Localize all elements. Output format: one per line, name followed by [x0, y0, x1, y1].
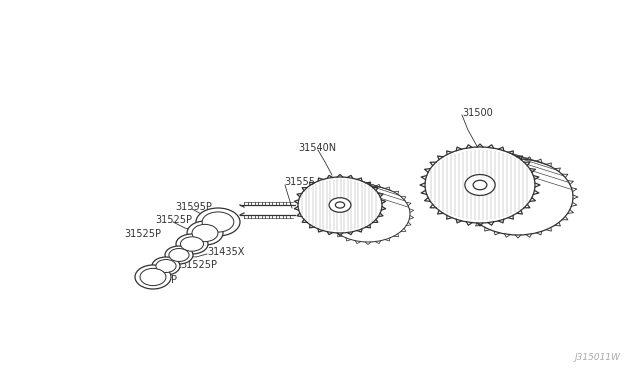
- Ellipse shape: [176, 234, 208, 254]
- Ellipse shape: [180, 237, 204, 251]
- Ellipse shape: [165, 246, 193, 264]
- Ellipse shape: [202, 212, 234, 232]
- Text: 31525P: 31525P: [140, 275, 177, 285]
- Ellipse shape: [187, 221, 223, 245]
- Ellipse shape: [169, 248, 189, 262]
- Text: 31595P: 31595P: [175, 202, 212, 212]
- Text: 31500: 31500: [462, 108, 493, 118]
- Text: 31525P: 31525P: [180, 260, 217, 270]
- Text: 31555: 31555: [284, 177, 315, 187]
- Text: 31435X: 31435X: [207, 247, 244, 257]
- Ellipse shape: [335, 202, 344, 208]
- Ellipse shape: [156, 260, 176, 272]
- Ellipse shape: [192, 224, 218, 242]
- Text: J315011W: J315011W: [574, 353, 620, 362]
- Text: 31525P: 31525P: [155, 215, 192, 225]
- Ellipse shape: [152, 257, 180, 275]
- Text: 31540N: 31540N: [298, 143, 336, 153]
- Ellipse shape: [135, 265, 171, 289]
- Ellipse shape: [473, 180, 487, 190]
- Ellipse shape: [196, 208, 240, 236]
- Ellipse shape: [329, 198, 351, 212]
- Text: 31525P: 31525P: [124, 229, 161, 239]
- Ellipse shape: [140, 268, 166, 286]
- Ellipse shape: [298, 177, 382, 233]
- Ellipse shape: [425, 147, 535, 223]
- Ellipse shape: [465, 174, 495, 195]
